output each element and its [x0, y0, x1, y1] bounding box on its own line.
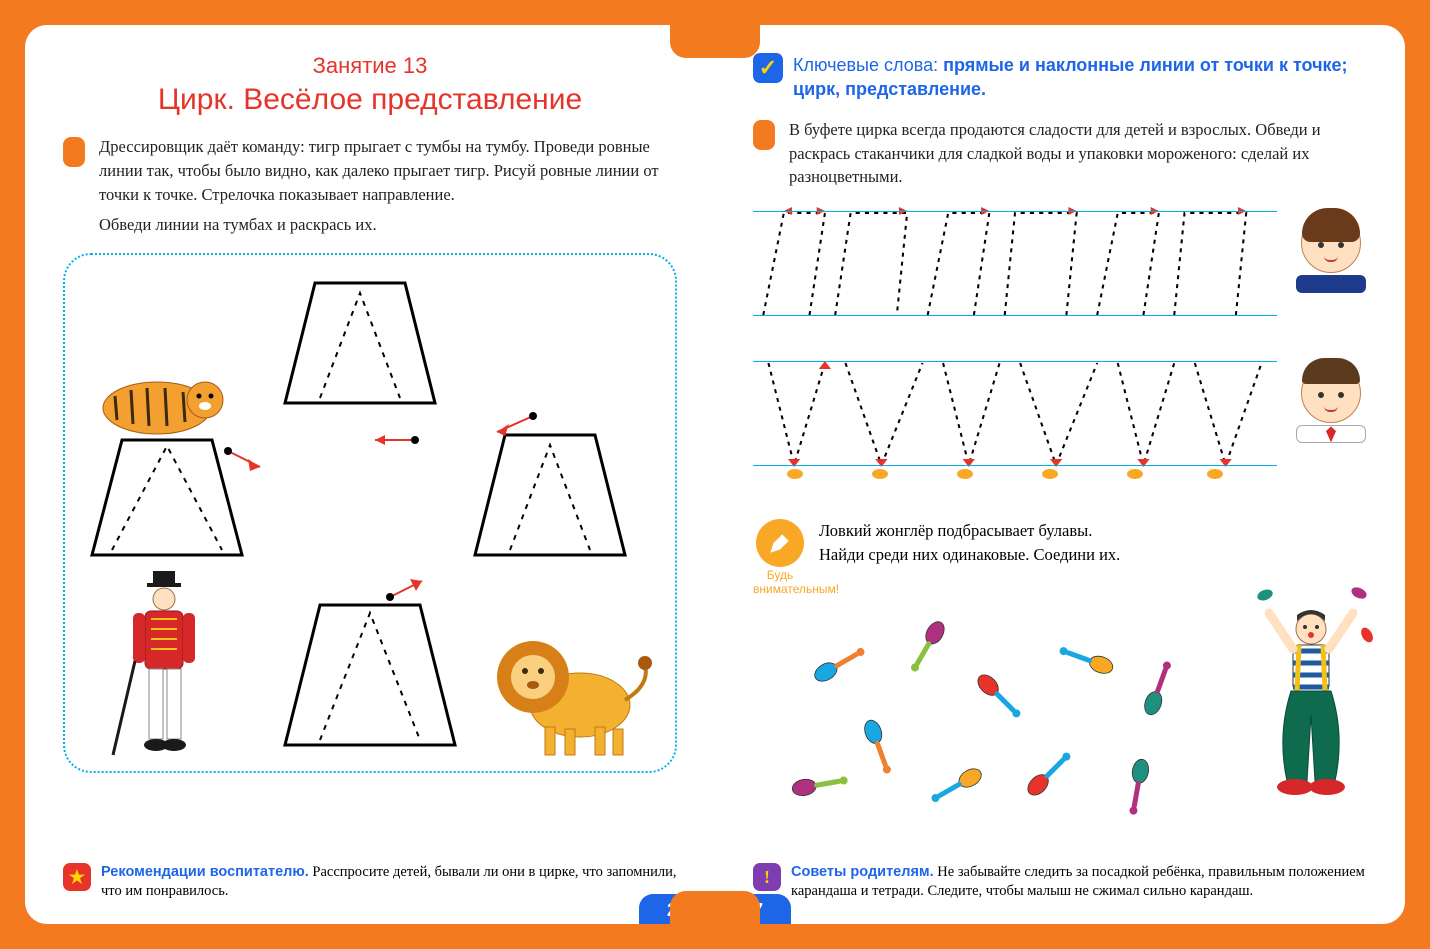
cones-dotted-shapes — [753, 353, 1277, 473]
binder-tab-bottom — [670, 891, 760, 931]
boy-face-illustration — [1291, 363, 1371, 463]
binder-tab-top — [670, 18, 760, 58]
arrow-4 — [380, 575, 430, 605]
keywords-text: Ключевые слова: прямые и наклонные линии… — [793, 53, 1367, 102]
juggling-club — [803, 630, 873, 700]
arrow-2 — [485, 410, 545, 440]
tracing-trapezoids-box — [63, 253, 677, 773]
tracing-row-cones — [753, 353, 1277, 473]
task-1: Дрессировщик даёт команду: тигр прыгает … — [63, 135, 677, 243]
juggling-club — [923, 750, 993, 820]
juggling-clubs-area — [753, 600, 1367, 820]
juggling-club — [1103, 750, 1173, 820]
attention-badge: Будь внимательным! — [753, 519, 807, 595]
exclamation-icon — [753, 863, 781, 891]
pencil-icon — [756, 519, 804, 567]
trapezoid-1 — [275, 273, 445, 413]
keywords-block: Ключевые слова: прямые и наклонные линии… — [753, 53, 1367, 102]
checkmark-icon — [753, 53, 783, 83]
tracing-cups-block — [753, 203, 1367, 513]
recommendation-label: Рекомендации воспитателю. — [101, 864, 309, 880]
task-3-line-2: Найди среди них одинаковые. Соедини их. — [819, 543, 1120, 567]
tracing-row-cups — [753, 203, 1277, 323]
juggling-club — [1123, 655, 1193, 725]
arrow-1 — [365, 430, 425, 450]
teacher-recommendation: Рекомендации воспитателю. Расспросите де… — [63, 863, 677, 902]
juggling-club — [1053, 625, 1123, 695]
arrow-3 — [220, 443, 270, 473]
tiger-illustration — [87, 370, 217, 565]
juggling-club — [1013, 740, 1083, 810]
task-1-paragraph-1: Дрессировщик даёт команду: тигр прыгает … — [99, 135, 677, 207]
juggling-club — [963, 660, 1033, 730]
task-1-text: Дрессировщик даёт команду: тигр прыгает … — [99, 135, 677, 243]
task-bullet-icon — [63, 137, 85, 167]
task-2-paragraph: В буфете цирка всегда продаются сладости… — [789, 118, 1367, 190]
teacher-recommendation-text: Рекомендации воспитателю. Расспросите де… — [101, 863, 677, 902]
task-3-text: Ловкий жонглёр подбрасывает булавы. Найд… — [819, 519, 1120, 567]
parent-tips-label: Советы родителям. — [791, 864, 934, 880]
attention-label: Будь внимательным! — [753, 569, 807, 595]
girl-face-illustration — [1291, 213, 1371, 313]
juggling-club — [893, 610, 963, 680]
trapezoid-3 — [275, 595, 465, 755]
cups-dotted-shapes — [753, 203, 1277, 323]
parent-tips: Советы родителям. Не забывайте следить з… — [753, 863, 1367, 902]
task-1-paragraph-2: Обведи линии на тумбах и раскрась их. — [99, 213, 677, 237]
juggling-club — [843, 710, 913, 780]
trainer-illustration — [105, 565, 215, 770]
two-page-spread: Занятие 13 Цирк. Весёлое представление Д… — [25, 25, 1405, 924]
task-3-line-1: Ловкий жонглёр подбрасывает булавы. — [819, 519, 1120, 543]
star-icon — [63, 863, 91, 891]
task-2: В буфете цирка всегда продаются сладости… — [753, 118, 1367, 196]
page-right: Ключевые слова: прямые и наклонные линии… — [715, 25, 1405, 924]
juggling-club — [783, 750, 853, 820]
task-2-text: В буфете цирка всегда продаются сладости… — [789, 118, 1367, 196]
page-left: Занятие 13 Цирк. Весёлое представление Д… — [25, 25, 715, 924]
lesson-number: Занятие 13 — [63, 53, 677, 79]
lesson-title: Цирк. Весёлое представление — [63, 83, 677, 117]
clown-juggler-illustration — [1247, 585, 1367, 810]
keywords-label: Ключевые слова: — [793, 55, 943, 75]
lion-illustration — [485, 605, 635, 770]
task-bullet-icon — [753, 120, 775, 150]
trapezoid-2 — [465, 425, 635, 565]
parent-tips-text: Советы родителям. Не забывайте следить з… — [791, 863, 1367, 902]
